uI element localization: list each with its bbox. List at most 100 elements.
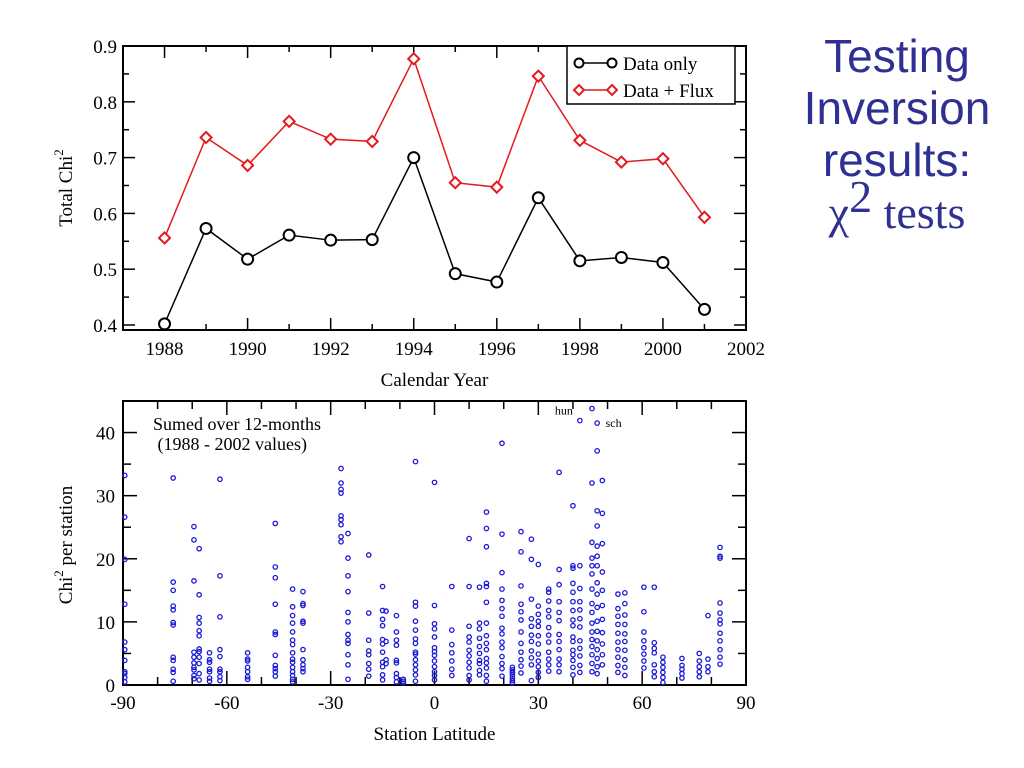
scatter-point	[476, 584, 483, 591]
scatter-point	[641, 629, 647, 635]
scatter-point	[518, 670, 524, 676]
legend-label: Data + Flux	[623, 81, 714, 102]
scatter-point	[594, 628, 601, 635]
scatter-point	[191, 649, 197, 656]
scatter-point	[518, 528, 524, 535]
scatter-point	[641, 584, 647, 591]
y-axis-title: Chi2 per station	[51, 485, 77, 604]
data-point-data-plus-flux	[531, 69, 546, 84]
scatter-point	[577, 417, 583, 424]
scatter-point	[196, 660, 202, 667]
scatter-point	[196, 646, 202, 652]
scatter-point	[272, 520, 279, 527]
x-tick-label: -30	[318, 693, 343, 714]
scatter-point	[121, 601, 128, 608]
scatter-point	[466, 634, 472, 640]
scatter-point	[545, 632, 552, 638]
scatter-point	[528, 615, 535, 622]
x-tick-label: 1988	[146, 339, 184, 360]
scatter-point	[651, 649, 658, 656]
scatter-point	[535, 663, 542, 670]
scatter-point	[599, 540, 606, 547]
scatter-point	[431, 658, 438, 664]
scatter-point	[499, 605, 505, 612]
scatter-point	[431, 652, 438, 659]
scatter-point	[383, 638, 389, 645]
scatter-point	[622, 600, 628, 607]
scatter-point	[379, 583, 386, 590]
scatter-point	[448, 627, 455, 633]
scatter-point	[545, 639, 552, 645]
scatter-point	[412, 656, 419, 663]
scatter-point	[570, 565, 576, 572]
scatter-point	[345, 555, 351, 561]
scatter-point	[499, 440, 505, 447]
scatter-point	[594, 420, 601, 426]
legend-label: Data only	[623, 54, 698, 75]
scatter-point	[476, 635, 483, 642]
data-point-data-plus-flux	[199, 130, 213, 145]
data-point-data-only	[573, 254, 587, 268]
scatter-point	[570, 580, 576, 587]
y-tick-label: 0.8	[93, 93, 117, 114]
data-point-data-plus-flux	[240, 158, 255, 173]
scatter-point	[535, 618, 542, 625]
scatter-point	[577, 585, 583, 592]
scatter-point	[272, 673, 279, 680]
scatter-point	[518, 583, 524, 589]
scatter-point	[528, 623, 535, 630]
scatter-point	[518, 548, 524, 555]
scatter-point	[338, 465, 344, 472]
scatter-point	[448, 649, 455, 656]
scatter-point	[696, 658, 703, 664]
scatter-point	[196, 677, 202, 683]
scatter-point	[476, 620, 483, 627]
scatter-point	[717, 610, 723, 616]
scatter-point	[170, 654, 177, 661]
data-point-data-only	[282, 228, 296, 242]
scatter-point	[660, 669, 666, 676]
scatter-point	[556, 598, 562, 605]
scatter-point	[499, 531, 505, 538]
scatter-point	[622, 647, 628, 654]
scatter-point	[696, 668, 703, 675]
scatter-point	[345, 661, 351, 668]
scatter-point	[191, 523, 197, 530]
scatter-point	[300, 668, 306, 675]
scatter-point	[615, 591, 621, 597]
scatter-point	[556, 668, 562, 675]
scatter-point	[476, 643, 483, 650]
scatter-point	[589, 629, 595, 635]
scatter-point	[121, 472, 128, 479]
scatter-point	[379, 649, 386, 656]
scatter-point	[170, 475, 177, 481]
scatter-point	[345, 651, 351, 658]
scatter-point	[570, 657, 576, 664]
scatter-point	[717, 600, 723, 606]
scatter-point	[518, 629, 524, 635]
scatter-point	[509, 672, 516, 678]
scatter-point	[528, 661, 535, 668]
data-point-data-plus-flux	[365, 134, 380, 149]
scatter-point	[217, 476, 223, 483]
scatter-point	[272, 662, 279, 669]
scatter-point	[300, 588, 306, 595]
scatter-point	[651, 639, 658, 646]
scatter-point	[518, 649, 524, 656]
scatter-point	[466, 535, 472, 542]
scatter-point	[705, 663, 711, 670]
y-tick-label: 0.9	[93, 37, 117, 58]
scatter-point	[206, 668, 213, 675]
legend-marker-diamond	[572, 83, 586, 97]
x-axis-title: Calendar Year	[381, 370, 489, 391]
scatter-point	[289, 649, 296, 656]
scatter-point	[717, 661, 723, 668]
scatter-point	[121, 668, 128, 675]
scatter-point	[196, 670, 202, 677]
scatter-point	[191, 654, 197, 661]
scatter-point	[535, 658, 542, 664]
scatter-point	[717, 620, 723, 627]
scatter-point	[518, 617, 524, 623]
scatter-point	[448, 672, 455, 679]
data-point-data-plus-flux	[323, 132, 338, 147]
